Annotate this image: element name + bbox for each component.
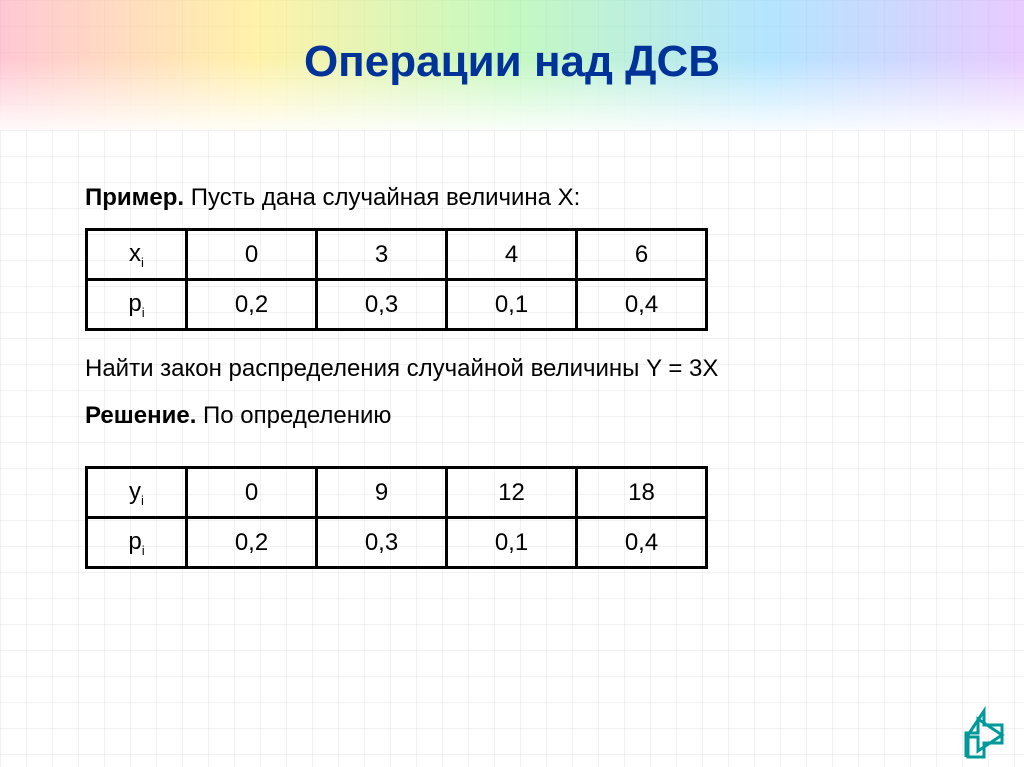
table-y: yi 0 9 12 18 pi 0,2 0,3 0,1 0,4 — [85, 466, 708, 569]
table-row: xi 0 3 4 6 — [87, 230, 707, 280]
table-cell: 0,1 — [447, 280, 577, 330]
table-x: xi 0 3 4 6 pi 0,2 0,3 0,1 0,4 — [85, 228, 708, 331]
slide: Операции над ДСВ Пример. Пусть дана случ… — [0, 0, 1024, 767]
solution-text: По определению — [196, 402, 391, 429]
table-row: yi 0 9 12 18 — [87, 468, 707, 518]
page-title: Операции над ДСВ — [304, 37, 720, 87]
table-cell: 0 — [187, 230, 317, 280]
table-cell: 0,2 — [187, 518, 317, 568]
example-label: Пример. — [85, 184, 184, 211]
next-arrow-icon[interactable] — [962, 701, 1006, 759]
table-cell: 6 — [577, 230, 707, 280]
table-cell: 12 — [447, 468, 577, 518]
solution-label: Решение. — [85, 402, 196, 429]
table-cell: 3 — [317, 230, 447, 280]
table-cell: 0,3 — [317, 518, 447, 568]
example-intro: Пример. Пусть дана случайная величина X: — [85, 182, 939, 214]
table-cell: 18 — [577, 468, 707, 518]
table-cell: 0,4 — [577, 518, 707, 568]
solution-line: Решение. По определению — [85, 400, 939, 432]
body: Пример. Пусть дана случайная величина X:… — [0, 130, 1024, 569]
table-row: pi 0,2 0,3 0,1 0,4 — [87, 518, 707, 568]
table-cell: 9 — [317, 468, 447, 518]
row-header-p2: pi — [87, 518, 187, 568]
table-cell: 4 — [447, 230, 577, 280]
row-header-y: yi — [87, 468, 187, 518]
table-cell: 0,4 — [577, 280, 707, 330]
row-header-x: xi — [87, 230, 187, 280]
table-cell: 0,1 — [447, 518, 577, 568]
table-cell: 0,3 — [317, 280, 447, 330]
task-text: Найти закон распределения случайной вели… — [85, 353, 939, 385]
header-band: Операции над ДСВ — [0, 0, 1024, 130]
table-cell: 0,2 — [187, 280, 317, 330]
row-header-p: pi — [87, 280, 187, 330]
example-text: Пусть дана случайная величина X: — [184, 184, 580, 211]
table-cell: 0 — [187, 468, 317, 518]
table-row: pi 0,2 0,3 0,1 0,4 — [87, 280, 707, 330]
